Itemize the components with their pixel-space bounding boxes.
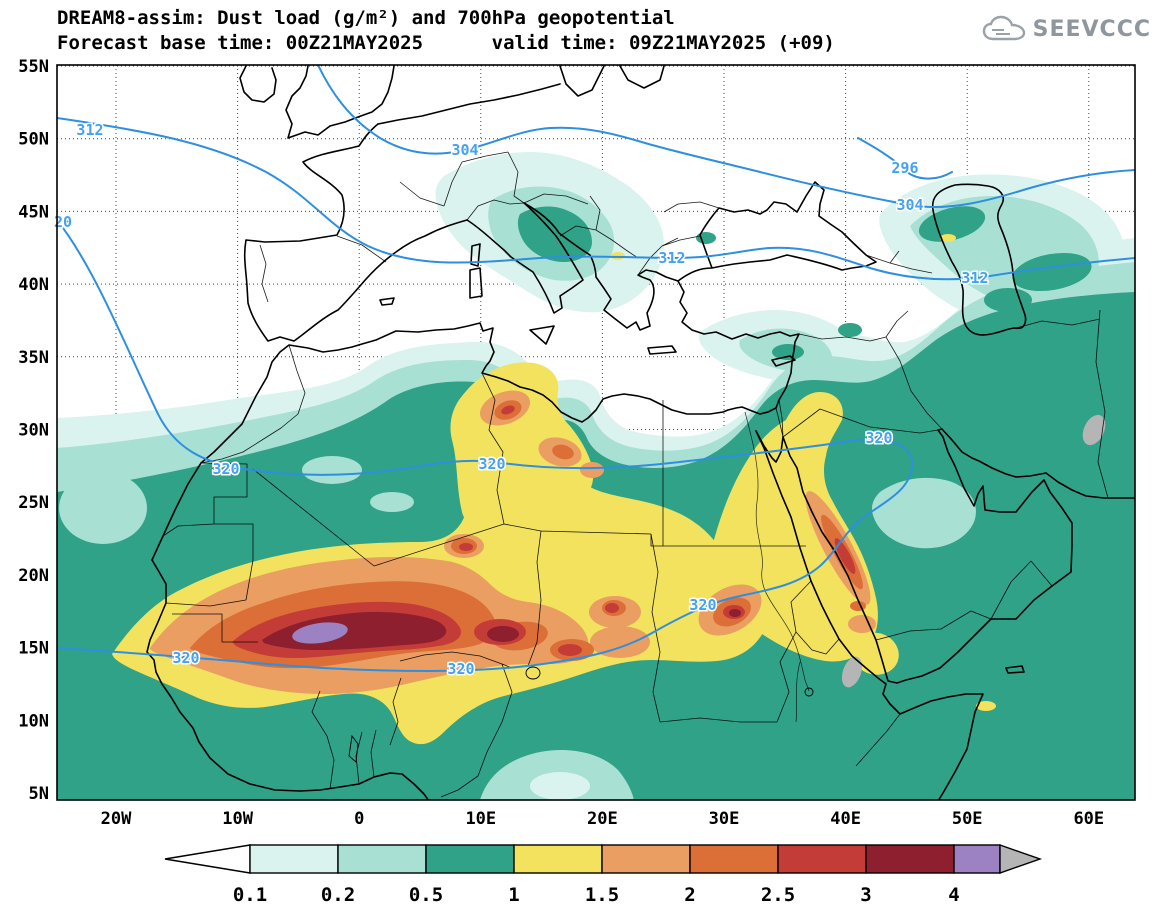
geopotential-label: 320 (689, 596, 716, 614)
colorbar-segment (338, 845, 426, 873)
geopotential-label: 320 (478, 455, 505, 473)
dust-region-2-eritrea (850, 601, 866, 611)
lon-axis-label: 20E (587, 809, 618, 829)
lat-axis-label: 10N (18, 711, 49, 731)
dust-region-2p5-hoggar (459, 543, 473, 551)
colorbar-label: 1.5 (585, 884, 619, 906)
dust-region-0p5-caucasus-c (984, 288, 1032, 312)
dust-region-2p5-chad (558, 644, 582, 656)
dust-region-2p5-chad-b (605, 603, 619, 613)
lat-axis-label: 55N (18, 57, 49, 77)
lat-axis-label: 25N (18, 493, 49, 513)
colorbar-label: 1 (508, 884, 519, 906)
dust-lighter-atlantic (59, 472, 147, 544)
dust-region-1p5-libya-c (580, 462, 604, 478)
coastline-west-europe-iberia (245, 124, 467, 341)
geopotential-label: 304 (897, 196, 924, 214)
lat-axis-label: 35N (18, 348, 49, 368)
geopotential-label: 296 (891, 159, 918, 177)
colorbar-segment (426, 845, 514, 873)
dust-load-colorbar: 0.1 0.2 0.5 1 1.5 2 2.5 3 4 (165, 845, 1040, 906)
colorbar-label: 0.2 (321, 884, 355, 906)
colorbar-segment (514, 845, 602, 873)
lon-axis-label: 10E (465, 809, 496, 829)
lon-axis-label: 30E (709, 809, 740, 829)
coastline-north-sea (378, 84, 560, 124)
lon-axis-label: 40E (830, 809, 861, 829)
lon-axis-label: 20W (101, 809, 132, 829)
lat-axis-label: 50N (18, 130, 49, 150)
geopotential-label: 312 (76, 121, 103, 139)
lat-axis-label: 20N (18, 566, 49, 586)
colorbar-label: 2 (684, 884, 695, 906)
dust-region-0p5-blacksea-spot (696, 232, 716, 244)
colorbar-left-arrow (165, 845, 250, 873)
dust-region-0p5-emed-spot (772, 344, 804, 360)
dust-lighter-algeria-b (370, 492, 414, 512)
dust-region-3-niger (487, 626, 519, 642)
lat-axis-label: 45N (18, 202, 49, 222)
coastline-denmark-baltic (560, 66, 664, 96)
geopotential-label: 304 (451, 141, 478, 159)
lon-axis-label: 50E (952, 809, 983, 829)
colorbar-segment (778, 845, 866, 873)
forecast-map: 312 304 296 304 312 312 2 0 320 320 320 320 320 320 2… (0, 0, 1165, 907)
lat-axis-label: 5N (29, 784, 49, 804)
lon-axis-label: 60E (1073, 809, 1104, 829)
colorbar-label: 3 (860, 884, 871, 906)
lat-axis-label: 15N (18, 639, 49, 659)
geopotential-label: 320 (865, 429, 892, 447)
geopotential-label: 320 (172, 649, 199, 667)
geopotential-label: 312 (961, 269, 988, 287)
colorbar-segment (866, 845, 954, 873)
lon-axis-label: 10W (222, 809, 253, 829)
lat-axis-label: 40N (18, 275, 49, 295)
lat-axis-label: 30N (18, 421, 49, 441)
dust-lighter-algeria-a (302, 456, 362, 484)
geopotential-label: 312 (658, 249, 685, 267)
colorbar-label: 4 (948, 884, 959, 906)
geopotential-label: 320 (213, 460, 240, 478)
colorbar-label: 0.5 (409, 884, 443, 906)
dust-region-3-sudan (729, 609, 741, 617)
dust-lighter-guinea-core (530, 772, 590, 800)
colorbar-segment (602, 845, 690, 873)
dust-region-0p5-turkey-spot (838, 323, 862, 337)
colorbar-right-arrow (1000, 845, 1040, 873)
geopotential-label: 320 (447, 660, 474, 678)
colorbar-segment (250, 845, 338, 873)
colorbar-label: 0.1 (233, 884, 267, 906)
lon-axis-label: 0 (354, 809, 364, 829)
colorbar-segment (690, 845, 778, 873)
colorbar-label: 2.5 (761, 884, 795, 906)
colorbar-segment-over4 (954, 845, 1000, 873)
coastline-ireland (240, 66, 276, 102)
